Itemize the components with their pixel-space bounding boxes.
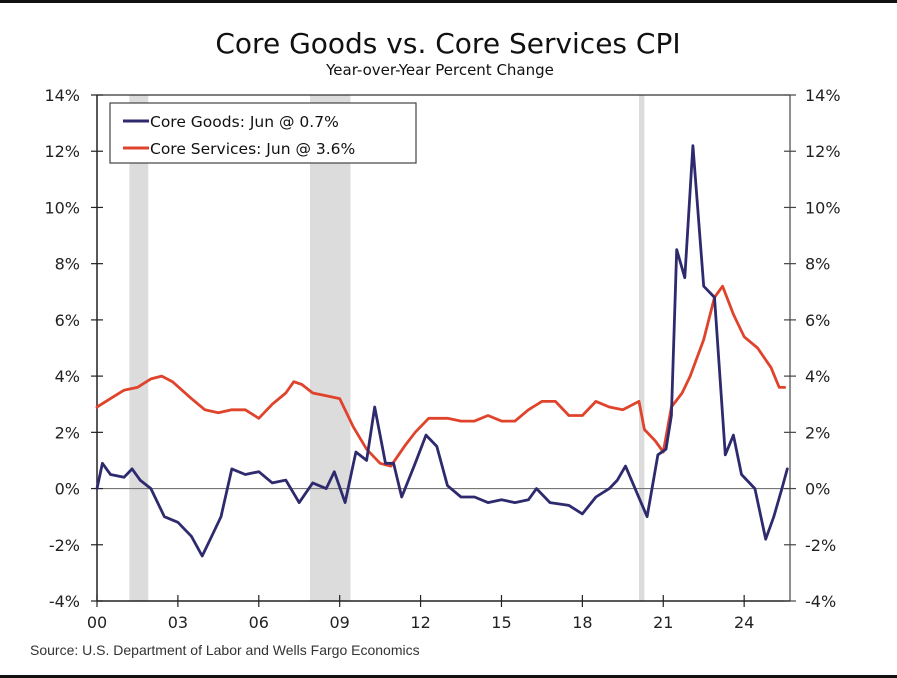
x-tick-label: 03 (168, 613, 188, 632)
recession-bands (129, 95, 645, 601)
x-tick-label: 21 (653, 613, 673, 632)
x-tick-label: 15 (491, 613, 511, 632)
y-tick-label-right: 8% (805, 255, 830, 274)
source-note: Source: U.S. Department of Labor and Wel… (30, 642, 420, 658)
y-tick-label-left: 4% (55, 367, 80, 386)
y-tick-label-right: 10% (805, 198, 841, 217)
y-tick-label-left: 14% (44, 86, 80, 105)
y-tick-label-right: 4% (805, 367, 830, 386)
chart-subtitle: Year-over-Year Percent Change (325, 61, 554, 79)
recession-band (638, 95, 645, 601)
x-tick-label: 06 (249, 613, 269, 632)
y-tick-label-right: -4% (805, 592, 836, 611)
recession-band (310, 95, 351, 601)
axes: -4% -4% -2% -2% 0% 0% 2% 2% 4% 4% 6% 6% 8% 8% 10% 10% 12… (44, 86, 840, 632)
legend-label-core-services: Core Services: Jun @ 3.6% (150, 140, 355, 158)
chart-svg: Core Goods vs. Core Services CPI Year-ov… (30, 27, 841, 658)
y-tick-label-left: 8% (55, 255, 80, 274)
y-tick-label-left: 10% (44, 198, 80, 217)
y-tick-label-left: -4% (49, 592, 80, 611)
y-tick-label-right: 12% (805, 142, 841, 161)
series-line-core-services (95, 284, 786, 468)
y-tick-label-left: 12% (44, 142, 80, 161)
legend-box (109, 102, 417, 164)
x-tick-label: 24 (734, 613, 754, 632)
y-tick-label-left: 0% (55, 480, 80, 499)
series-lines (95, 144, 789, 558)
y-tick-label-right: 0% (805, 480, 830, 499)
y-tick-label-left: 2% (55, 423, 80, 442)
series-line-core-goods (95, 144, 789, 558)
legend: Core Goods: Jun @ 0.7% Core Services: Ju… (109, 102, 417, 164)
x-tick-label: 09 (330, 613, 350, 632)
y-tick-label-right: 6% (805, 311, 830, 330)
recession-band (129, 95, 149, 601)
chart-title: Core Goods vs. Core Services CPI (215, 27, 680, 60)
y-tick-label-right: -2% (805, 536, 836, 555)
y-tick-label-right: 14% (805, 86, 841, 105)
y-tick-label-right: 2% (805, 423, 830, 442)
y-tick-label-left: 6% (55, 311, 80, 330)
y-tick-label-left: -2% (49, 536, 80, 555)
x-tick-label: 12 (410, 613, 430, 632)
x-tick-label: 00 (87, 613, 107, 632)
legend-label-core-goods: Core Goods: Jun @ 0.7% (150, 113, 339, 131)
x-tick-label: 18 (572, 613, 592, 632)
